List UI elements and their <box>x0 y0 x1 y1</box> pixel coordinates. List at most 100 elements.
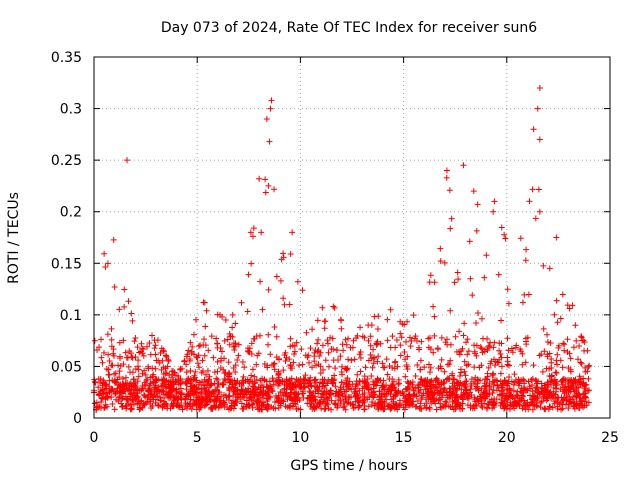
data-point <box>504 335 511 342</box>
data-point <box>452 395 459 402</box>
data-point <box>193 354 200 361</box>
data-point <box>238 387 245 394</box>
data-point <box>112 391 119 398</box>
data-point <box>403 338 410 345</box>
data-point <box>541 382 548 389</box>
data-point <box>352 383 359 390</box>
data-point <box>392 344 399 351</box>
data-point <box>433 406 440 413</box>
data-point <box>525 291 532 298</box>
data-point <box>262 176 269 183</box>
data-point <box>261 376 268 383</box>
data-point <box>126 387 133 394</box>
data-point <box>199 357 206 364</box>
data-point <box>466 238 473 245</box>
data-point <box>394 389 401 396</box>
data-point <box>486 386 493 393</box>
data-point <box>156 394 163 401</box>
data-point <box>564 380 571 387</box>
x-axis-label: GPS time / hours <box>290 458 407 474</box>
data-point <box>361 373 368 380</box>
data-point <box>452 333 459 340</box>
data-point <box>530 126 537 133</box>
data-point <box>91 378 98 385</box>
data-point <box>314 348 321 355</box>
data-point <box>533 378 540 385</box>
data-point <box>245 401 252 408</box>
data-point <box>221 337 228 344</box>
data-point <box>116 306 123 313</box>
data-point <box>99 382 106 389</box>
data-point <box>143 377 150 384</box>
data-point <box>365 337 372 344</box>
data-point <box>172 394 179 401</box>
data-point <box>239 377 246 384</box>
data-point <box>176 404 183 411</box>
data-point <box>577 359 584 366</box>
data-point <box>321 318 328 325</box>
data-point <box>421 364 428 371</box>
data-point <box>271 186 278 193</box>
data-point <box>470 378 477 385</box>
data-point <box>374 358 381 365</box>
data-point <box>481 274 488 281</box>
data-point <box>164 403 171 410</box>
data-point <box>342 336 349 343</box>
data-point <box>104 331 111 338</box>
data-point <box>473 352 480 359</box>
data-point <box>258 381 265 388</box>
data-point <box>408 337 415 344</box>
data-point <box>136 387 143 394</box>
data-point <box>426 388 433 395</box>
data-point <box>523 246 530 253</box>
data-point <box>475 377 482 384</box>
data-point <box>417 366 424 373</box>
data-point <box>121 303 128 310</box>
data-point <box>253 333 260 340</box>
data-point <box>183 361 190 368</box>
data-point <box>438 334 445 341</box>
data-point <box>430 303 437 310</box>
data-point <box>551 400 558 407</box>
data-point <box>472 401 479 408</box>
data-point <box>315 336 322 343</box>
data-point <box>94 346 101 353</box>
data-point <box>289 229 296 236</box>
data-point <box>111 406 118 413</box>
data-point <box>465 395 472 402</box>
data-point <box>374 338 381 345</box>
data-point <box>511 371 518 378</box>
data-point <box>555 342 562 349</box>
data-point <box>160 388 167 395</box>
data-point <box>232 399 239 406</box>
data-point <box>356 387 363 394</box>
y-tick-label: 0.25 <box>51 153 82 169</box>
data-point <box>144 343 151 350</box>
data-point <box>301 384 308 391</box>
data-point <box>457 379 464 386</box>
data-point <box>147 374 154 381</box>
data-point <box>250 335 257 342</box>
data-point <box>97 388 104 395</box>
data-point <box>546 403 553 410</box>
data-point <box>98 395 105 402</box>
data-point <box>305 352 312 359</box>
data-point <box>474 309 481 316</box>
data-point <box>390 400 397 407</box>
data-point <box>141 401 148 408</box>
data-point <box>501 377 508 384</box>
data-point <box>122 393 129 400</box>
data-point <box>512 399 519 406</box>
data-point <box>383 396 390 403</box>
data-point <box>566 394 573 401</box>
data-point <box>571 388 578 395</box>
data-point <box>175 379 182 386</box>
data-point <box>124 386 131 393</box>
data-point <box>501 231 508 238</box>
data-point <box>522 359 529 366</box>
data-point <box>165 358 172 365</box>
data-point <box>258 229 265 236</box>
data-point <box>244 376 251 383</box>
data-point <box>567 366 574 373</box>
